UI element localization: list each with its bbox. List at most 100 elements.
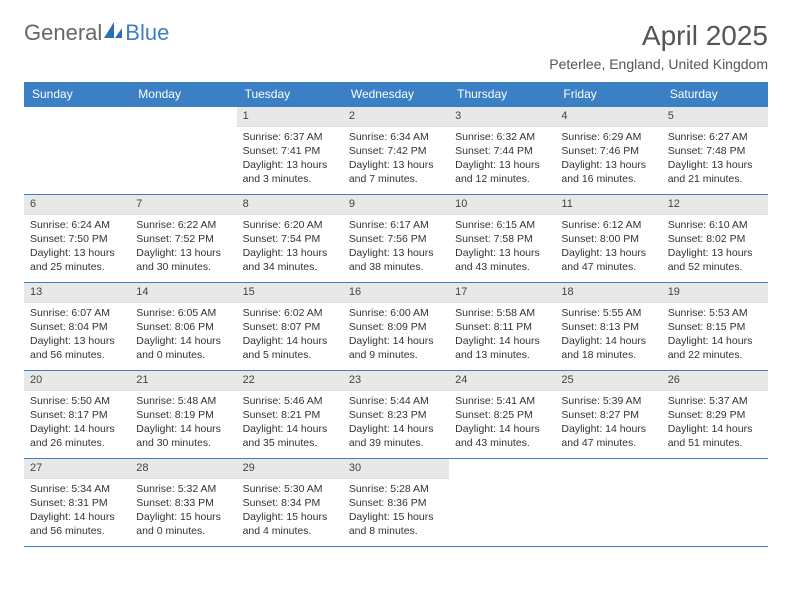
day-number: 24	[449, 371, 555, 391]
day-sunrise: Sunrise: 5:53 AM	[668, 306, 762, 320]
page-title: April 2025	[549, 20, 768, 52]
header: General Blue April 2025 Peterlee, Englan…	[24, 20, 768, 72]
day-daylight: Daylight: 14 hours and 30 minutes.	[136, 422, 230, 450]
day-content: Sunrise: 5:32 AMSunset: 8:33 PMDaylight:…	[130, 479, 236, 545]
day-sunset: Sunset: 8:23 PM	[349, 408, 443, 422]
calendar-day: 21Sunrise: 5:48 AMSunset: 8:19 PMDayligh…	[130, 371, 236, 459]
calendar-day: 11Sunrise: 6:12 AMSunset: 8:00 PMDayligh…	[555, 195, 661, 283]
day-sunrise: Sunrise: 5:41 AM	[455, 394, 549, 408]
day-daylight: Daylight: 14 hours and 51 minutes.	[668, 422, 762, 450]
day-number: 2	[343, 107, 449, 127]
calendar-week: 1Sunrise: 6:37 AMSunset: 7:41 PMDaylight…	[24, 107, 768, 195]
day-content: Sunrise: 6:02 AMSunset: 8:07 PMDaylight:…	[237, 303, 343, 369]
day-number: 20	[24, 371, 130, 391]
calendar-day: 14Sunrise: 6:05 AMSunset: 8:06 PMDayligh…	[130, 283, 236, 371]
day-sunrise: Sunrise: 6:22 AM	[136, 218, 230, 232]
day-content: Sunrise: 5:41 AMSunset: 8:25 PMDaylight:…	[449, 391, 555, 457]
day-sunset: Sunset: 7:48 PM	[668, 144, 762, 158]
column-header: Wednesday	[343, 82, 449, 107]
calendar-day: 4Sunrise: 6:29 AMSunset: 7:46 PMDaylight…	[555, 107, 661, 195]
calendar-day: 18Sunrise: 5:55 AMSunset: 8:13 PMDayligh…	[555, 283, 661, 371]
day-number: 19	[662, 283, 768, 303]
day-number: 14	[130, 283, 236, 303]
day-sunset: Sunset: 8:27 PM	[561, 408, 655, 422]
logo-sail-icon	[104, 20, 124, 46]
day-daylight: Daylight: 13 hours and 21 minutes.	[668, 158, 762, 186]
day-sunset: Sunset: 8:07 PM	[243, 320, 337, 334]
calendar-day: 9Sunrise: 6:17 AMSunset: 7:56 PMDaylight…	[343, 195, 449, 283]
day-number: 1	[237, 107, 343, 127]
day-daylight: Daylight: 13 hours and 30 minutes.	[136, 246, 230, 274]
day-sunset: Sunset: 8:19 PM	[136, 408, 230, 422]
column-header: Friday	[555, 82, 661, 107]
day-sunset: Sunset: 8:36 PM	[349, 496, 443, 510]
day-content: Sunrise: 6:27 AMSunset: 7:48 PMDaylight:…	[662, 127, 768, 193]
calendar-day: 27Sunrise: 5:34 AMSunset: 8:31 PMDayligh…	[24, 459, 130, 547]
day-number: 29	[237, 459, 343, 479]
day-number: 21	[130, 371, 236, 391]
day-sunrise: Sunrise: 6:05 AM	[136, 306, 230, 320]
day-daylight: Daylight: 14 hours and 26 minutes.	[30, 422, 124, 450]
day-sunset: Sunset: 7:58 PM	[455, 232, 549, 246]
day-number: 18	[555, 283, 661, 303]
day-content: Sunrise: 5:28 AMSunset: 8:36 PMDaylight:…	[343, 479, 449, 545]
day-daylight: Daylight: 13 hours and 56 minutes.	[30, 334, 124, 362]
day-sunrise: Sunrise: 5:32 AM	[136, 482, 230, 496]
calendar-day-empty	[555, 459, 661, 547]
day-sunset: Sunset: 8:29 PM	[668, 408, 762, 422]
day-content: Sunrise: 6:29 AMSunset: 7:46 PMDaylight:…	[555, 127, 661, 193]
day-content: Sunrise: 6:05 AMSunset: 8:06 PMDaylight:…	[130, 303, 236, 369]
day-daylight: Daylight: 14 hours and 22 minutes.	[668, 334, 762, 362]
calendar-day: 13Sunrise: 6:07 AMSunset: 8:04 PMDayligh…	[24, 283, 130, 371]
calendar-day-empty	[662, 459, 768, 547]
day-sunset: Sunset: 8:04 PM	[30, 320, 124, 334]
calendar-day: 6Sunrise: 6:24 AMSunset: 7:50 PMDaylight…	[24, 195, 130, 283]
day-sunset: Sunset: 7:41 PM	[243, 144, 337, 158]
title-block: April 2025 Peterlee, England, United Kin…	[549, 20, 768, 72]
day-daylight: Daylight: 13 hours and 38 minutes.	[349, 246, 443, 274]
day-daylight: Daylight: 15 hours and 8 minutes.	[349, 510, 443, 538]
calendar-day: 10Sunrise: 6:15 AMSunset: 7:58 PMDayligh…	[449, 195, 555, 283]
calendar-day-empty	[130, 107, 236, 195]
day-sunset: Sunset: 8:11 PM	[455, 320, 549, 334]
day-number: 15	[237, 283, 343, 303]
calendar-day: 22Sunrise: 5:46 AMSunset: 8:21 PMDayligh…	[237, 371, 343, 459]
day-daylight: Daylight: 13 hours and 43 minutes.	[455, 246, 549, 274]
column-header: Monday	[130, 82, 236, 107]
day-sunrise: Sunrise: 6:07 AM	[30, 306, 124, 320]
calendar-day: 15Sunrise: 6:02 AMSunset: 8:07 PMDayligh…	[237, 283, 343, 371]
day-number: 7	[130, 195, 236, 215]
day-sunset: Sunset: 8:21 PM	[243, 408, 337, 422]
day-sunrise: Sunrise: 6:27 AM	[668, 130, 762, 144]
calendar-day: 20Sunrise: 5:50 AMSunset: 8:17 PMDayligh…	[24, 371, 130, 459]
day-sunrise: Sunrise: 6:12 AM	[561, 218, 655, 232]
day-daylight: Daylight: 14 hours and 39 minutes.	[349, 422, 443, 450]
day-content: Sunrise: 6:32 AMSunset: 7:44 PMDaylight:…	[449, 127, 555, 193]
day-daylight: Daylight: 15 hours and 4 minutes.	[243, 510, 337, 538]
day-daylight: Daylight: 15 hours and 0 minutes.	[136, 510, 230, 538]
calendar-day: 12Sunrise: 6:10 AMSunset: 8:02 PMDayligh…	[662, 195, 768, 283]
calendar-week: 20Sunrise: 5:50 AMSunset: 8:17 PMDayligh…	[24, 371, 768, 459]
day-content: Sunrise: 6:15 AMSunset: 7:58 PMDaylight:…	[449, 215, 555, 281]
day-content: Sunrise: 5:37 AMSunset: 8:29 PMDaylight:…	[662, 391, 768, 457]
day-content: Sunrise: 5:53 AMSunset: 8:15 PMDaylight:…	[662, 303, 768, 369]
calendar-table: SundayMondayTuesdayWednesdayThursdayFrid…	[24, 82, 768, 547]
column-header: Saturday	[662, 82, 768, 107]
day-content: Sunrise: 5:48 AMSunset: 8:19 PMDaylight:…	[130, 391, 236, 457]
day-sunrise: Sunrise: 6:29 AM	[561, 130, 655, 144]
logo-text-1: General	[24, 20, 102, 46]
day-sunrise: Sunrise: 5:37 AM	[668, 394, 762, 408]
day-content: Sunrise: 5:44 AMSunset: 8:23 PMDaylight:…	[343, 391, 449, 457]
day-sunrise: Sunrise: 6:24 AM	[30, 218, 124, 232]
day-sunrise: Sunrise: 6:00 AM	[349, 306, 443, 320]
calendar-day: 19Sunrise: 5:53 AMSunset: 8:15 PMDayligh…	[662, 283, 768, 371]
calendar-day: 17Sunrise: 5:58 AMSunset: 8:11 PMDayligh…	[449, 283, 555, 371]
day-number: 10	[449, 195, 555, 215]
calendar-week: 13Sunrise: 6:07 AMSunset: 8:04 PMDayligh…	[24, 283, 768, 371]
day-sunset: Sunset: 7:50 PM	[30, 232, 124, 246]
day-sunrise: Sunrise: 6:10 AM	[668, 218, 762, 232]
calendar-day: 5Sunrise: 6:27 AMSunset: 7:48 PMDaylight…	[662, 107, 768, 195]
day-number: 6	[24, 195, 130, 215]
day-sunrise: Sunrise: 5:30 AM	[243, 482, 337, 496]
day-number: 22	[237, 371, 343, 391]
